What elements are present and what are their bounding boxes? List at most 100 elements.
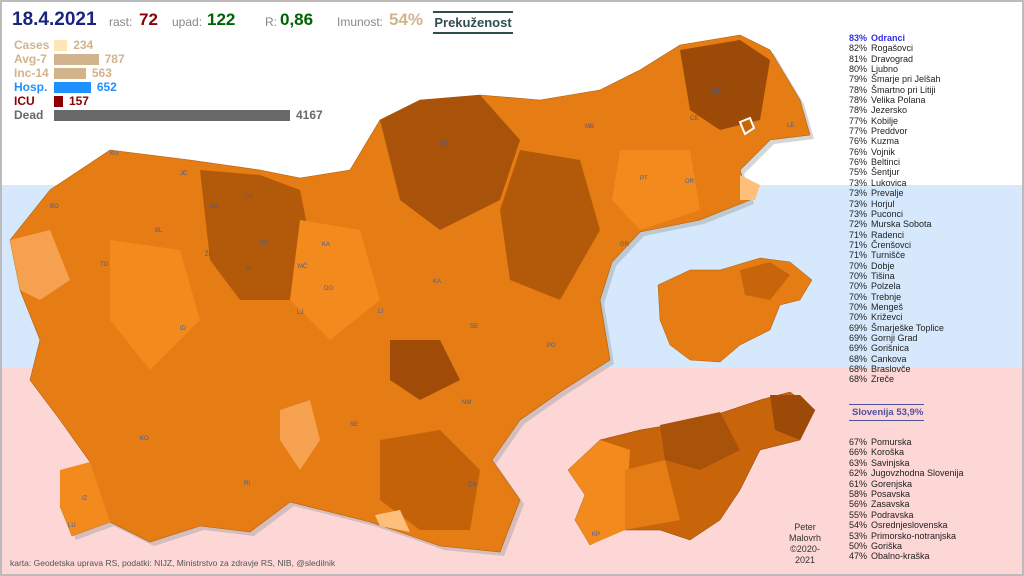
map-label: KA	[322, 242, 330, 248]
name: Koroška	[871, 447, 905, 458]
percent: 47%	[849, 551, 868, 562]
name: Preddvor	[871, 126, 908, 137]
name: Gorenjska	[871, 478, 913, 489]
map-label: KO	[140, 436, 149, 442]
name: Podravska	[871, 509, 914, 520]
prekuzenost-button[interactable]: Prekuženost	[433, 11, 513, 34]
name: Zasavska	[871, 499, 910, 510]
percent: 75%	[849, 167, 868, 178]
name: Beltinci	[871, 157, 901, 168]
name: Puconci	[871, 208, 904, 219]
list-item: 68% Cankova	[849, 354, 944, 364]
list-item: 77% Preddvor	[849, 126, 944, 136]
list-item: 67% Pomurska	[849, 437, 964, 447]
name: Dobje	[871, 260, 895, 271]
list-item: 70% Polzela	[849, 281, 944, 291]
list-item: 54% Osrednjeslovenska	[849, 520, 964, 530]
percent: 79%	[849, 74, 868, 85]
map-label: SG	[440, 141, 449, 147]
stat-bar	[54, 109, 290, 121]
name: Kobilje	[871, 115, 899, 126]
name: Prevalje	[871, 188, 904, 199]
list-item: 80% Ljubno	[849, 64, 944, 74]
percent: 80%	[849, 64, 868, 75]
list-item: 70% Dobje	[849, 261, 944, 271]
map-label: BL	[155, 228, 163, 234]
list-item: 61% Gorenjska	[849, 479, 964, 489]
map-label: MB	[585, 124, 594, 130]
stat-bar	[54, 67, 86, 79]
name: Goriška	[871, 541, 903, 552]
list-item: 70% Križevci	[849, 312, 944, 322]
percent: 82%	[849, 43, 868, 54]
percent: 66%	[849, 447, 868, 458]
map-label: CE	[690, 116, 698, 122]
list-item: 77% Kobilje	[849, 116, 944, 126]
percent: 68%	[849, 353, 868, 364]
list-item: 78% Jezersko	[849, 105, 944, 115]
map-label: GR	[620, 242, 630, 248]
list-item: 73% Horjul	[849, 199, 944, 209]
name: Odranci	[871, 33, 906, 43]
map-label: SE	[350, 422, 358, 428]
name: Rogašovci	[871, 43, 914, 54]
slovenia-total: Slovenija 53,9%	[849, 404, 924, 421]
map-label: LE	[787, 123, 794, 129]
stat-bar	[54, 53, 99, 65]
list-item: 62% Jugovzhodna Slovenija	[849, 468, 964, 478]
map-label: OR	[685, 179, 695, 185]
name: Tišina	[871, 270, 895, 281]
list-item: 50% Goriška	[849, 541, 964, 551]
percent: 70%	[849, 260, 868, 271]
inset-map-regions	[567, 391, 816, 546]
stat-label: Cases	[14, 38, 50, 52]
percent: 77%	[849, 115, 868, 126]
list-item: 68% Braslovče	[849, 364, 944, 374]
stat-row: Inc-14 563	[14, 66, 323, 80]
name: Ljubno	[871, 64, 899, 75]
percent: 62%	[849, 468, 868, 479]
name: Gorišnica	[871, 343, 910, 354]
stat-row: ICU 157	[14, 94, 323, 108]
list-item: 66% Koroška	[849, 447, 964, 457]
name: Gornji Grad	[871, 332, 918, 343]
region-list: 67% Pomurska 66% Koroška 63% Savinjska 62% Jugo…	[849, 437, 964, 562]
upad-label: upad:	[172, 15, 203, 29]
stat-row: Hosp. 652	[14, 80, 323, 94]
percent: 50%	[849, 541, 868, 552]
stat-label: Inc-14	[14, 66, 49, 80]
rast-label: rast:	[109, 15, 133, 29]
percent: 76%	[849, 146, 868, 157]
inset-map-municipalities	[657, 257, 813, 363]
list-item: 82% Rogašovci	[849, 43, 944, 53]
map-label: PT	[640, 176, 648, 182]
region-dark	[500, 150, 600, 300]
list-item: 70% Tišina	[849, 271, 944, 281]
list-item: 76% Kuzma	[849, 136, 944, 146]
list-item: 71% Radenci	[849, 230, 944, 240]
name: Murska Sobota	[871, 219, 932, 230]
percent: 68%	[849, 364, 868, 374]
stat-value: 652	[96, 80, 117, 94]
percent: 78%	[849, 84, 868, 95]
stat-label: Avg-7	[14, 52, 47, 66]
author-line: Peter	[794, 522, 816, 532]
percent: 67%	[849, 437, 868, 447]
name: Trebnje	[871, 291, 902, 302]
percent: 70%	[849, 270, 868, 281]
stat-bar	[54, 39, 68, 51]
map-label: TO	[100, 262, 109, 268]
stat-label: Dead	[14, 108, 44, 122]
stat-label: ICU	[14, 94, 35, 108]
percent: 76%	[849, 136, 868, 147]
name: Zreče	[871, 374, 895, 385]
stat-value: 787	[104, 52, 125, 66]
percent: 78%	[849, 105, 868, 116]
percent: 56%	[849, 499, 868, 510]
region-light	[740, 175, 760, 200]
stat-label: Hosp.	[14, 80, 48, 94]
name: Osrednjeslovenska	[871, 520, 948, 531]
percent: 69%	[849, 332, 868, 343]
name: Črenšovci	[871, 239, 912, 250]
list-item: 83% Odranci	[849, 33, 944, 43]
